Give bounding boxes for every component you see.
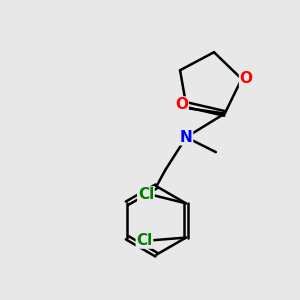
Text: Cl: Cl (138, 187, 154, 202)
Text: N: N (180, 130, 193, 145)
Text: O: O (240, 71, 253, 86)
Text: Cl: Cl (136, 233, 152, 248)
Text: O: O (175, 97, 188, 112)
